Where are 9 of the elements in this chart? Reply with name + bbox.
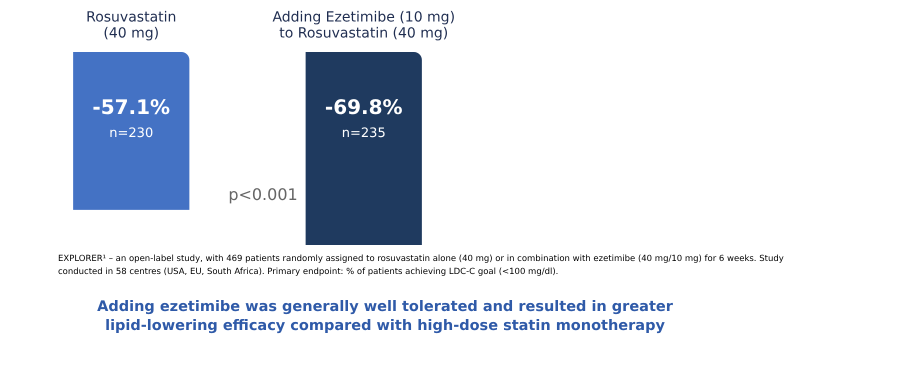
text: EXPLORER¹ – an open-label study, with 469 patients randomly assigned to rosuvastatin alone (40 mg) or in combination with ezetimibe (40 mg/10 mg) for 6 weeks. Study conducted in 58 centres (USA, EU, South Africa). Primary endpoint: % of patients achieving LDC-C goal (<100 mg/dl). [58,254,784,277]
data-label: -69.8% [324,95,403,119]
text: Adding ezetimibe was generally well tolerated and resulted in greater lipid-lowering efficacy compared with high-dose statin monotherapy [97,299,674,334]
data-label: -57.1% [92,95,170,119]
annotation: p<0.001 [228,185,298,204]
annotation: n=235 [342,126,386,141]
x-tick-label: Adding Ezetimibe (10 mg) to Rosuvastatin (40 mg) [272,10,456,42]
annotation: n=230 [109,126,154,141]
x-tick-label: Rosuvastatin (40 mg) [86,10,176,42]
